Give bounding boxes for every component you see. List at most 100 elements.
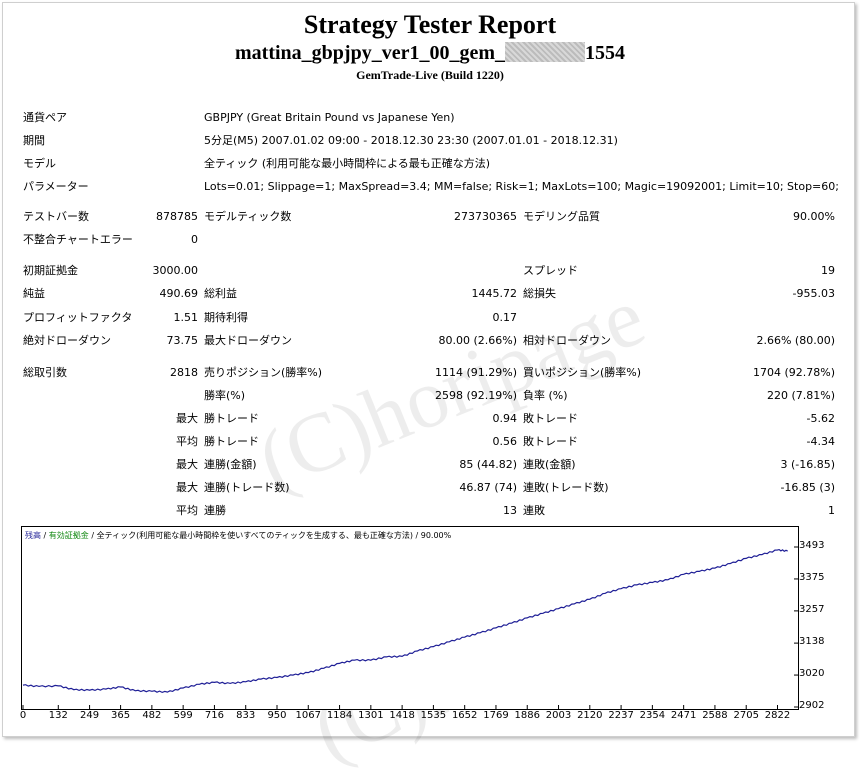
x-tick-label: 1184 — [326, 710, 353, 721]
largest-loss-label: 敗トレード — [523, 412, 578, 425]
balance-chart: 残高 / 有効証拠金 / 全ティック(利用可能な最小時間枠を使いすべてのティック… — [21, 526, 799, 710]
absolute-drawdown-value: 73.75 — [166, 334, 199, 347]
loss-rate-value: 220 (7.81%) — [766, 389, 835, 402]
average-loss-value: -4.34 — [806, 435, 835, 448]
avg-cons-wins-label: 連勝 — [204, 504, 226, 517]
x-tick-label: 2822 — [764, 710, 791, 721]
bars-label: テストバー数 — [23, 210, 89, 223]
legend-model: / 全ティック(利用可能な最小時間枠を使いすべてのティックを生成する、最も正確な… — [88, 531, 452, 540]
x-tick-label: 1535 — [420, 710, 447, 721]
maximal-drawdown-value: 80.00 (2.66%) — [438, 334, 517, 347]
legend-balance: 残高 — [25, 531, 41, 540]
mismatch-label: 不整合チャートエラー — [23, 233, 133, 246]
server-build: GemTrade-Live (Build 1220) — [356, 68, 504, 82]
y-tick-label: 3375 — [799, 571, 825, 583]
bars-value: 878785 — [156, 210, 198, 223]
x-tick-label: 950 — [267, 710, 287, 721]
net-profit-label: 純益 — [23, 287, 45, 300]
max-cons-losses-value: 3 (-16.85) — [780, 458, 835, 471]
avg-cons-prefix: 平均 — [176, 504, 198, 517]
model-label: モデル — [23, 157, 56, 170]
avg-cons-losses-value: 1 — [828, 504, 835, 517]
ea-name-suffix: 1554 — [584, 42, 625, 64]
chart-legend: 残高 / 有効証拠金 / 全ティック(利用可能な最小時間枠を使いすべてのティック… — [25, 530, 451, 541]
win-rate-label: 勝率(%) — [204, 389, 246, 402]
max-cons-losses-label: 連敗(金額) — [523, 458, 576, 471]
spread-label: スプレッド — [523, 264, 578, 277]
period-value: 5分足(M5) 2007.01.02 09:00 - 2018.12.30 23… — [204, 134, 618, 147]
max-cons-wins-label: 連勝(金額) — [204, 458, 257, 471]
model-value: 全ティック (利用可能な最小時間枠による最も正確な方法) — [204, 157, 491, 170]
expected-payoff-label: 期待利得 — [204, 311, 248, 324]
quality-label: モデリング品質 — [523, 210, 600, 223]
x-tick-label: 2354 — [639, 710, 666, 721]
symbol-label: 通貨ペア — [23, 111, 67, 124]
y-tick-label: 3257 — [799, 603, 825, 615]
average-win-label: 勝トレード — [204, 435, 259, 448]
max-cons-count-prefix: 最大 — [176, 481, 198, 494]
short-positions-value: 1114 (91.29%) — [434, 366, 517, 379]
absolute-drawdown-label: 絶対ドローダウン — [23, 334, 111, 347]
avg-cons-wins-value: 13 — [503, 504, 517, 517]
x-tick-label: 2471 — [670, 710, 697, 721]
profit-factor-value: 1.51 — [173, 311, 199, 324]
gross-loss-label: 総損失 — [523, 287, 556, 300]
x-tick-label: 599 — [173, 710, 193, 721]
deposit-value: 3000.00 — [152, 264, 199, 277]
long-positions-value: 1704 (92.78%) — [752, 366, 835, 379]
x-tick-label: 716 — [204, 710, 224, 721]
win-rate-value: 2598 (92.19%) — [434, 389, 517, 402]
avg-cons-losses-label: 連敗 — [523, 504, 545, 517]
x-tick-label: 1769 — [483, 710, 509, 721]
y-tick-label: 3493 — [799, 540, 825, 551]
gross-profit-value: 1445.72 — [471, 287, 518, 300]
x-tick-label: 1418 — [389, 710, 415, 721]
max-cons-wins-value: 85 (44.82) — [459, 458, 517, 471]
x-tick-label: 365 — [111, 710, 131, 721]
balance-series-line — [22, 548, 788, 694]
x-tick-label: 2120 — [577, 710, 603, 721]
average-win-value: 0.56 — [492, 435, 518, 448]
total-trades-label: 総取引数 — [23, 366, 67, 379]
short-positions-label: 売りポジション(勝率%) — [204, 366, 323, 379]
x-tick-label: 249 — [80, 710, 100, 721]
legend-equity: 有効証拠金 — [48, 531, 89, 540]
ticks-label: モデルティック数 — [204, 210, 292, 223]
max-cons-loss-value: -16.85 (3) — [780, 481, 835, 494]
deposit-label: 初期証拠金 — [23, 264, 78, 277]
maximal-drawdown-label: 最大ドローダウン — [204, 334, 292, 347]
params-value: Lots=0.01; Slippage=1; MaxSpread=3.4; MM… — [204, 180, 839, 193]
params-label: パラメーター — [23, 180, 89, 193]
symbol-value: GBPJPY (Great Britain Pound vs Japanese … — [204, 111, 455, 124]
y-tick-label: 3138 — [799, 636, 825, 648]
x-tick-label: 482 — [142, 710, 162, 721]
long-positions-label: 買いポジション(勝率%) — [523, 366, 642, 379]
x-tick-label: 833 — [236, 710, 256, 721]
spread-value: 19 — [821, 264, 835, 277]
y-tick-label: 2902 — [799, 700, 825, 711]
expected-payoff-value: 0.17 — [492, 311, 518, 324]
profit-factor-label: プロフィットファクタ — [23, 311, 133, 324]
largest-prefix: 最大 — [176, 412, 198, 425]
max-cons-prefix: 最大 — [176, 458, 198, 471]
relative-drawdown-value: 2.66% (80.00) — [756, 334, 835, 347]
mismatch-value: 0 — [191, 233, 198, 246]
ea-name: mattina_gbpjpy_ver1_00_gem_ 1554 — [0, 42, 860, 65]
gross-profit-label: 総利益 — [204, 287, 237, 300]
max-cons-loss-label: 連敗(トレード数) — [523, 481, 609, 494]
loss-rate-label: 負率 (%) — [523, 389, 568, 402]
x-tick-label: 1067 — [295, 710, 321, 721]
max-cons-profit-label: 連勝(トレード数) — [204, 481, 290, 494]
relative-drawdown-label: 相対ドローダウン — [523, 334, 611, 347]
net-profit-value: 490.69 — [159, 287, 199, 300]
max-cons-profit-value: 46.87 (74) — [459, 481, 517, 494]
x-tick-label: 1301 — [358, 710, 384, 721]
x-tick-label: 2237 — [608, 710, 634, 721]
x-tick-label: 2705 — [733, 710, 759, 721]
largest-loss-value: -5.62 — [806, 412, 835, 425]
x-tick-label: 2588 — [702, 710, 728, 721]
average-prefix: 平均 — [176, 435, 198, 448]
largest-win-value: 0.94 — [492, 412, 518, 425]
quality-value: 90.00% — [793, 210, 835, 223]
largest-win-label: 勝トレード — [204, 412, 259, 425]
